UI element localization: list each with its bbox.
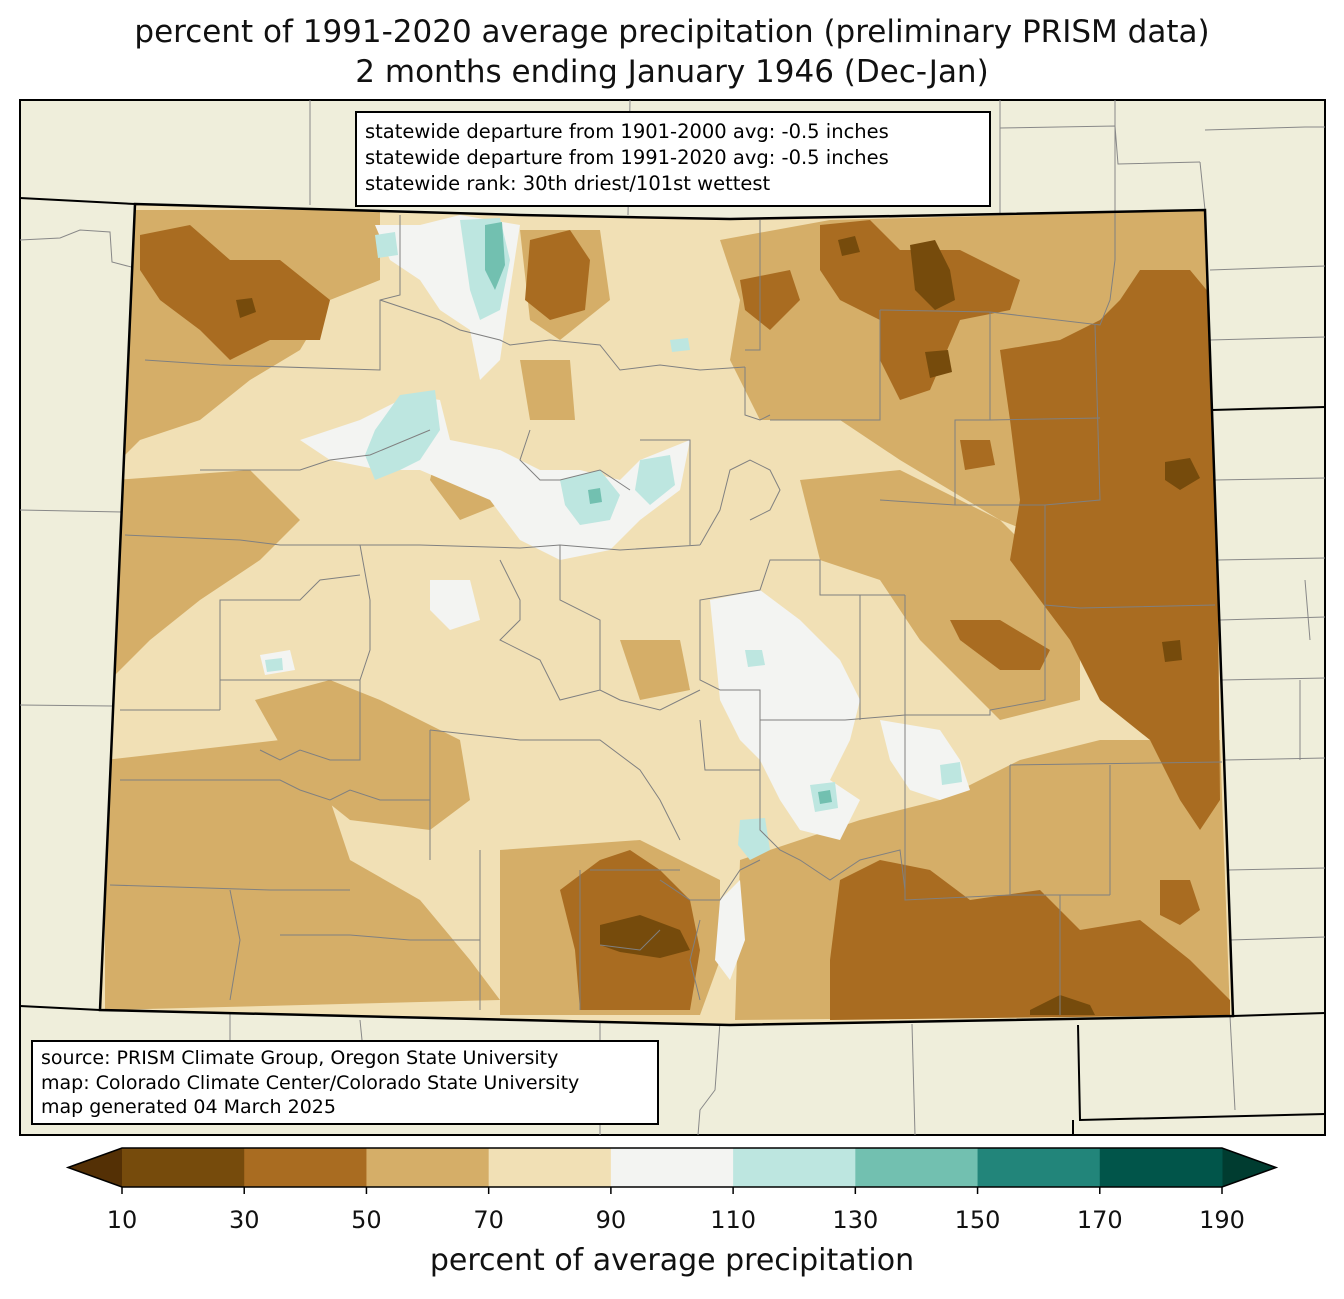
colorbar-over-arrow xyxy=(1222,1148,1276,1187)
colorbar-tick-label: 110 xyxy=(710,1206,757,1234)
source-generated-date: map generated 04 March 2025 xyxy=(41,1096,336,1118)
colorbar-segment xyxy=(855,1148,979,1187)
colorado-border xyxy=(98,202,1235,1027)
source-map-credit: map: Colorado Climate Center/Colorado St… xyxy=(41,1071,580,1094)
colorbar-tick-label: 130 xyxy=(832,1206,879,1234)
colorbar-tick-label: 50 xyxy=(351,1206,382,1234)
colorbar-segment xyxy=(488,1148,612,1187)
county-lines xyxy=(109,212,1223,1015)
neighbor-state-borders xyxy=(19,197,1326,1135)
colorbar-tick-label: 150 xyxy=(954,1206,1001,1234)
colorbar-segment xyxy=(122,1148,245,1187)
map-title-line2: 2 months ending January 1946 (Dec-Jan) xyxy=(355,54,989,90)
colorbar-tick-label: 30 xyxy=(228,1206,260,1234)
stats-departure-1901-2000: statewide departure from 1901-2000 avg: … xyxy=(365,120,889,143)
colorbar-under-arrow xyxy=(68,1148,122,1187)
colorbar-segment xyxy=(977,1148,1101,1187)
statewide-stats-box: statewide departure from 1901-2000 avg: … xyxy=(355,111,991,207)
stats-rank: statewide rank: 30th driest/101st wettes… xyxy=(365,172,771,195)
precip-contours xyxy=(105,210,1230,1020)
colorbar-label: percent of average precipitation xyxy=(429,1243,915,1278)
colorbar-segment xyxy=(733,1148,856,1187)
colorbar-tick-label: 190 xyxy=(1199,1206,1245,1234)
colorbar xyxy=(65,1147,1279,1194)
colorbar-tick-label: 170 xyxy=(1076,1206,1123,1234)
colorbar-segment xyxy=(610,1148,734,1187)
colorbar-tick-label: 10 xyxy=(106,1206,138,1234)
colorbar-segment xyxy=(1099,1148,1223,1187)
colorbar-segment xyxy=(244,1148,367,1187)
stats-departure-1991-2020: statewide departure from 1991-2020 avg: … xyxy=(365,146,889,169)
map-title-line1: percent of 1991-2020 average precipitati… xyxy=(134,14,1210,50)
source-prism: source: PRISM Climate Group, Oregon Stat… xyxy=(41,1047,559,1069)
colorbar-segment xyxy=(366,1148,490,1187)
source-box: source: PRISM Climate Group, Oregon Stat… xyxy=(31,1040,659,1125)
colorbar-tick-label: 70 xyxy=(473,1206,504,1234)
colorbar-tick-label: 90 xyxy=(595,1206,627,1234)
